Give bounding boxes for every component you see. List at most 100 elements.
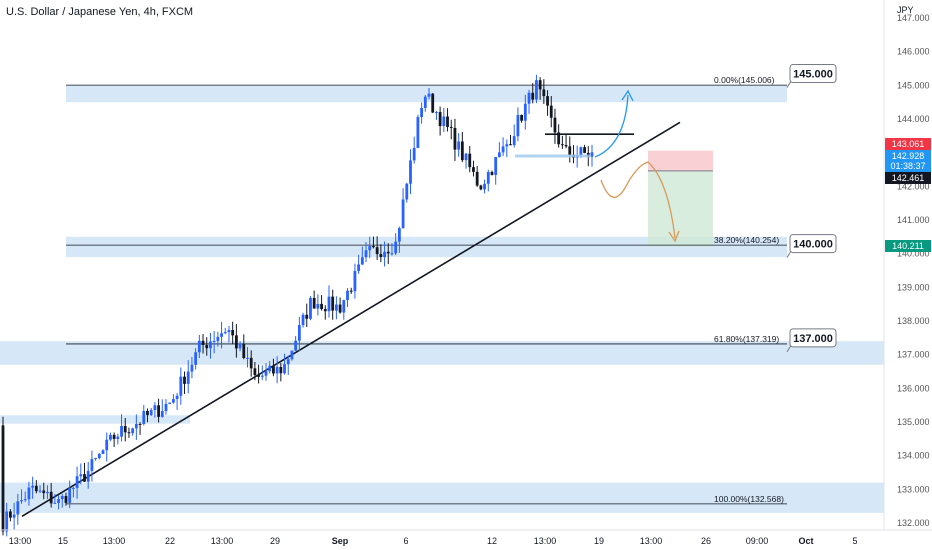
candle-body: [346, 290, 349, 301]
candle-body: [42, 490, 46, 494]
candle-body: [172, 399, 175, 403]
y-tick-label: 139.000: [897, 282, 930, 292]
candle-body: [46, 491, 49, 494]
stop-loss-zone: [648, 150, 713, 171]
support-zone: [66, 85, 787, 103]
candle-body: [127, 432, 131, 434]
x-tick-label: Sep: [332, 536, 349, 546]
candle-body: [194, 352, 198, 365]
candle-body: [68, 488, 72, 503]
candle-body: [123, 425, 127, 433]
candle-body: [149, 410, 153, 416]
candle-body: [186, 371, 190, 384]
candle-body: [357, 264, 361, 271]
bearish-arrowhead-icon: [668, 230, 680, 243]
candle-body: [20, 500, 23, 502]
chart-title: U.S. Dollar / Japanese Yen, 4h, FXCM: [6, 6, 194, 18]
candle-body: [349, 290, 353, 292]
x-tick-label: 13:00: [211, 536, 234, 546]
candle-body: [509, 144, 512, 146]
zone-callout-box: [789, 64, 837, 84]
price-badge: [885, 160, 931, 172]
candle-body: [71, 487, 75, 489]
fib-level-label: 100.00%(132.568): [714, 494, 784, 504]
candle-body: [38, 490, 42, 492]
zone-callout-box: [789, 328, 837, 348]
y-tick-label: 144.000: [897, 114, 930, 124]
candle-body: [268, 365, 272, 372]
candle-body: [297, 325, 301, 341]
candle-body: [338, 304, 342, 313]
candle-body: [372, 246, 375, 248]
candle-body: [486, 172, 490, 184]
candle-body: [105, 439, 109, 451]
candle-body: [234, 335, 238, 349]
candle-body: [209, 341, 212, 349]
candle-body: [316, 303, 320, 309]
candle-body: [472, 167, 475, 172]
candle-body: [90, 459, 94, 471]
price-badge-label: 140.211: [892, 241, 924, 251]
candle-body: [516, 114, 520, 137]
fib-level-label: 61.80%(137.319): [714, 334, 779, 344]
x-tick-label: 29: [270, 536, 280, 546]
x-tick-label: 22: [165, 536, 175, 546]
price-badge-label: 01:38:37: [890, 161, 925, 171]
candle-body: [190, 364, 194, 372]
candle-body: [205, 345, 209, 349]
candle-body: [442, 116, 446, 127]
candle-body: [231, 330, 235, 336]
candle-body: [457, 141, 461, 150]
price-badge: [885, 138, 931, 150]
candle-body: [394, 241, 398, 254]
support-zone: [0, 341, 884, 365]
candle-body: [479, 185, 483, 190]
candle-body: [246, 357, 249, 359]
candle-body: [16, 501, 20, 515]
candle-body: [49, 491, 53, 504]
price-badge-label: 142.928: [892, 151, 925, 161]
candle-body: [560, 144, 564, 146]
candle-body: [409, 160, 412, 184]
candle-body: [520, 114, 524, 121]
x-tick-label: 09:00: [746, 536, 769, 546]
candle-body: [464, 153, 468, 161]
candle-body: [420, 107, 423, 118]
fib-level-label: 0.00%(145.006): [714, 75, 775, 85]
y-tick-label: 135.000: [897, 417, 930, 427]
candle-body: [53, 502, 57, 504]
candle-body: [1, 425, 5, 532]
support-zone: [66, 236, 787, 258]
candle-body: [257, 375, 261, 377]
currency-label: JPY: [897, 5, 914, 15]
candle-body: [260, 375, 264, 377]
candle-body: [57, 499, 60, 503]
candle-body: [227, 330, 231, 333]
candle-body: [86, 470, 90, 482]
candle-body: [290, 350, 294, 360]
x-tick-label: 19: [594, 536, 604, 546]
candle-body: [397, 228, 401, 242]
candle-body: [438, 112, 442, 127]
candle-body: [23, 499, 27, 501]
candle-body: [146, 410, 149, 416]
candle-body: [320, 303, 323, 310]
trend-line: [21, 121, 681, 517]
candle-body: [60, 496, 64, 500]
x-tick-label: 13:00: [9, 536, 32, 546]
y-tick-label: 133.000: [897, 484, 930, 494]
support-zone: [0, 415, 190, 424]
candle-body: [223, 332, 227, 334]
candle-body: [12, 514, 16, 518]
x-tick-label: 26: [701, 536, 711, 546]
candle-body: [153, 405, 157, 411]
candle-body: [390, 253, 394, 255]
candle-body: [120, 425, 123, 437]
candle-body: [138, 423, 142, 425]
candle-body: [538, 80, 542, 90]
candle-body: [590, 152, 594, 157]
y-tick-label: 146.000: [897, 47, 930, 57]
candle-body: [164, 403, 168, 412]
candle-body: [275, 366, 279, 374]
